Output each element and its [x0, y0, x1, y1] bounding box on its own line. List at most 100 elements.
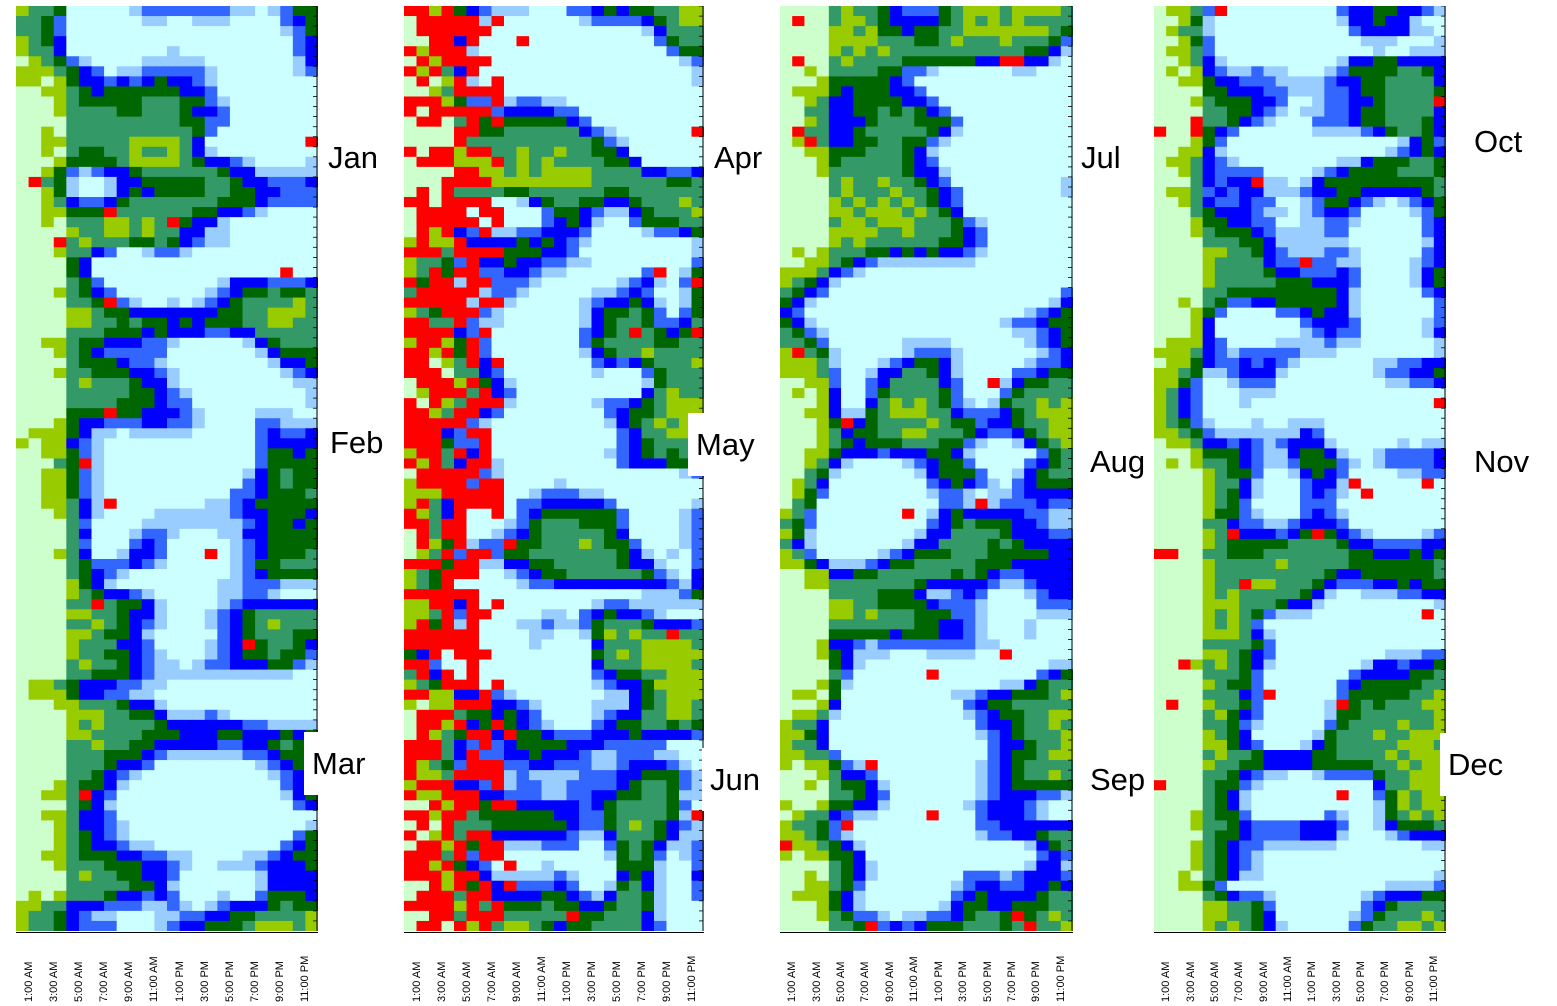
heatmap-cell: [780, 156, 793, 168]
heatmap-cell: [416, 659, 430, 671]
heatmap-cell: [129, 337, 143, 349]
heatmap-cell: [267, 840, 281, 852]
heatmap-cell: [441, 649, 455, 661]
heatmap-cell: [305, 599, 318, 610]
heatmap-cell: [141, 287, 156, 299]
heatmap-cell: [679, 820, 693, 832]
heatmap-cell: [566, 327, 580, 339]
heatmap-cell: [889, 46, 903, 57]
heatmap-cell: [167, 56, 181, 67]
heatmap-cell: [1024, 156, 1037, 168]
heatmap-cell: [641, 488, 655, 500]
heatmap-cell: [242, 508, 256, 520]
heatmap-cell: [416, 579, 430, 590]
heatmap-cell: [591, 478, 605, 490]
heatmap-cell: [242, 880, 256, 892]
heatmap-cell: [604, 398, 618, 409]
heatmap-cell: [641, 629, 655, 641]
heatmap-cell: [529, 518, 543, 530]
heatmap-cell: [129, 66, 143, 77]
heatmap-cell: [616, 46, 630, 57]
heatmap-cell: [41, 66, 55, 77]
heatmap-cell: [691, 66, 704, 77]
heatmap-cell: [154, 528, 168, 540]
heatmap-cell: [267, 619, 281, 630]
heatmap-cell: [217, 729, 231, 741]
heatmap-cell: [691, 770, 704, 781]
heatmap-cell: [629, 569, 643, 580]
heatmap-cell: [516, 709, 530, 721]
heatmap-cell: [629, 750, 643, 761]
heatmap-cell: [104, 468, 118, 480]
heatmap-cell: [666, 910, 680, 922]
heatmap-cell: [129, 136, 143, 148]
heatmap-cell: [41, 920, 55, 931]
heatmap-cell: [154, 378, 168, 389]
heatmap-cell: [280, 287, 294, 299]
heatmap-cell: [154, 367, 168, 379]
heatmap-cell: [41, 619, 55, 630]
heatmap-cell: [292, 156, 307, 168]
heatmap-cell: [604, 579, 618, 590]
heatmap-cell: [504, 458, 518, 470]
heatmap-cell: [691, 548, 704, 560]
heatmap-cell: [529, 498, 543, 510]
heatmap-cell: [654, 619, 668, 630]
heatmap-cell: [267, 709, 281, 721]
heatmap-cell: [491, 418, 505, 429]
heatmap-cell: [566, 378, 580, 389]
heatmap-cell: [116, 166, 130, 178]
heatmap-cell: [1048, 46, 1062, 57]
heatmap-cell: [267, 659, 281, 671]
heatmap-cell: [516, 76, 530, 88]
heatmap-cell: [616, 327, 630, 339]
heatmap-cell: [792, 26, 806, 37]
heatmap-cell: [204, 337, 218, 349]
heatmap-cell: [217, 830, 231, 842]
heatmap-cell: [491, 589, 505, 600]
heatmap-cell: [479, 207, 493, 218]
heatmap-cell: [217, 750, 231, 761]
heatmap-cell: [267, 207, 281, 218]
heatmap-cell: [616, 840, 630, 852]
heatmap-cell: [305, 277, 318, 289]
heatmap-cell: [255, 820, 269, 832]
heatmap-cell: [280, 388, 294, 399]
heatmap-cell: [116, 176, 130, 188]
heatmap-cell: [604, 337, 618, 349]
month-label-feb: Feb: [322, 411, 392, 474]
heatmap-cell: [541, 900, 555, 912]
heatmap-cell: [529, 267, 543, 279]
heatmap-cell: [816, 136, 830, 148]
heatmap-cell: [116, 337, 130, 349]
heatmap-cell: [604, 850, 618, 862]
heatmap-cell: [654, 649, 668, 661]
heatmap-cell: [66, 428, 80, 439]
heatmap-cell: [41, 699, 55, 711]
heatmap-cell: [1011, 76, 1025, 88]
heatmap-cell: [129, 679, 143, 691]
heatmap-cell: [441, 357, 455, 369]
heatmap-cell: [91, 398, 105, 409]
heatmap-cell: [404, 56, 418, 67]
heatmap-cell: [641, 327, 655, 339]
heatmap-cell: [780, 96, 793, 108]
heatmap-cell: [416, 750, 430, 761]
heatmap-cell: [141, 679, 156, 691]
heatmap-cell: [229, 910, 244, 922]
heatmap-cell: [104, 709, 118, 721]
heatmap-cell: [91, 176, 105, 188]
heatmap-cell: [641, 770, 655, 781]
heatmap-cell: [591, 538, 605, 550]
heatmap-cell: [91, 760, 105, 771]
heatmap-cell: [454, 297, 468, 309]
heatmap-cell: [255, 247, 269, 258]
heatmap-cell: [591, 267, 605, 279]
heatmap-cell: [16, 186, 30, 198]
heatmap-cell: [28, 146, 42, 158]
heatmap-cell: [691, 6, 704, 17]
heatmap-cell: [541, 378, 555, 389]
heatmap-cell: [404, 207, 418, 218]
heatmap-cell: [479, 770, 493, 781]
heatmap-cell: [416, 619, 430, 630]
